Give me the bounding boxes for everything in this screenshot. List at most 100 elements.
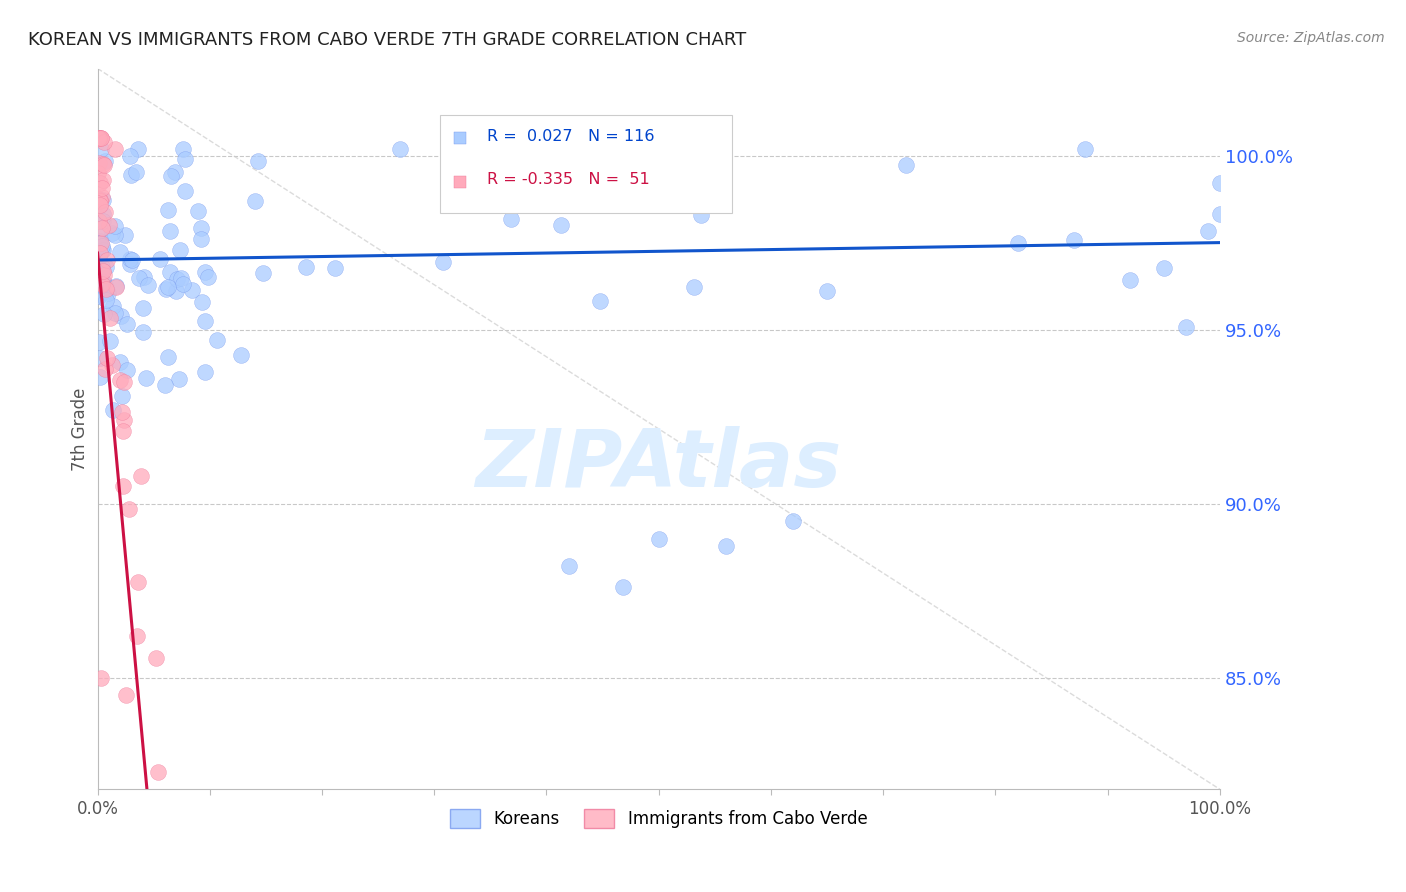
- Point: [89, 194, 111, 209]
- Point: [114, 688, 136, 702]
- Point: [90, 671, 112, 685]
- Point: [110, 309, 132, 323]
- Point: [91, 243, 114, 257]
- Point: [110, 389, 132, 403]
- Point: [612, 580, 634, 594]
- Point: [501, 211, 523, 226]
- Point: [89, 246, 111, 260]
- Point: [97, 285, 120, 300]
- Point: [90, 239, 112, 253]
- Point: [136, 278, 159, 293]
- Point: [91, 220, 114, 235]
- Point: [1198, 224, 1220, 238]
- Point: [89, 198, 111, 212]
- Point: [90, 262, 112, 277]
- Point: [91, 214, 114, 228]
- Point: [132, 325, 155, 339]
- Y-axis label: 7th Grade: 7th Grade: [72, 387, 89, 471]
- Point: [432, 255, 454, 269]
- Point: [166, 272, 188, 286]
- Point: [323, 260, 346, 275]
- Point: [94, 260, 117, 274]
- Point: [103, 306, 125, 320]
- Point: [89, 194, 111, 208]
- Text: KOREAN VS IMMIGRANTS FROM CABO VERDE 7TH GRADE CORRELATION CHART: KOREAN VS IMMIGRANTS FROM CABO VERDE 7TH…: [28, 31, 747, 49]
- Point: [96, 282, 118, 296]
- Point: [96, 351, 118, 366]
- Point: [87, 131, 110, 145]
- Point: [558, 559, 581, 574]
- Point: [91, 172, 114, 186]
- Point: [894, 158, 917, 172]
- Point: [815, 285, 838, 299]
- Point: [87, 166, 110, 180]
- Point: [440, 173, 463, 187]
- Point: [128, 270, 150, 285]
- Point: [96, 252, 118, 267]
- Point: [165, 284, 187, 298]
- Point: [647, 532, 669, 546]
- Point: [89, 351, 111, 365]
- Point: [112, 413, 135, 427]
- Point: [93, 268, 115, 282]
- Point: [1007, 235, 1029, 250]
- Point: [94, 293, 117, 307]
- Point: [159, 224, 181, 238]
- Point: [247, 154, 270, 169]
- Point: [90, 181, 112, 195]
- Point: [103, 403, 125, 417]
- Point: [111, 405, 134, 419]
- Point: [89, 131, 111, 145]
- Point: [690, 208, 713, 222]
- Point: [90, 235, 112, 250]
- FancyBboxPatch shape: [440, 115, 731, 212]
- Point: [104, 279, 127, 293]
- Point: [91, 243, 114, 257]
- Point: [1209, 177, 1232, 191]
- Point: [135, 370, 157, 384]
- Point: [87, 131, 110, 145]
- Point: [682, 280, 704, 294]
- Point: [245, 194, 267, 208]
- Point: [112, 375, 135, 389]
- Point: [146, 764, 169, 779]
- Point: [115, 363, 138, 377]
- Point: [91, 275, 114, 289]
- Point: [108, 244, 131, 259]
- Point: [156, 202, 179, 217]
- Point: [90, 190, 112, 204]
- Point: [120, 257, 142, 271]
- Point: [187, 204, 209, 219]
- Point: [87, 131, 110, 145]
- Point: [156, 280, 179, 294]
- Point: [93, 135, 115, 149]
- Point: [170, 271, 193, 285]
- Point: [550, 219, 572, 233]
- Point: [103, 142, 125, 156]
- Point: [190, 220, 212, 235]
- Point: [87, 224, 110, 238]
- Point: [294, 260, 316, 275]
- Point: [98, 334, 121, 348]
- Point: [197, 270, 219, 285]
- Text: R = -0.335   N =  51: R = -0.335 N = 51: [486, 172, 650, 187]
- Point: [231, 348, 253, 362]
- Point: [87, 335, 110, 350]
- Point: [94, 284, 117, 298]
- Point: [89, 176, 111, 190]
- Point: [114, 227, 136, 242]
- Point: [134, 270, 156, 285]
- Point: [89, 131, 111, 145]
- Point: [90, 131, 112, 145]
- Point: [104, 228, 127, 243]
- Point: [93, 307, 115, 321]
- Point: [167, 372, 190, 386]
- Point: [121, 253, 143, 268]
- Point: [156, 350, 179, 364]
- Point: [193, 365, 215, 379]
- Point: [388, 142, 411, 156]
- Point: [1175, 320, 1198, 334]
- Point: [145, 651, 167, 665]
- Point: [108, 355, 131, 369]
- Point: [90, 277, 112, 291]
